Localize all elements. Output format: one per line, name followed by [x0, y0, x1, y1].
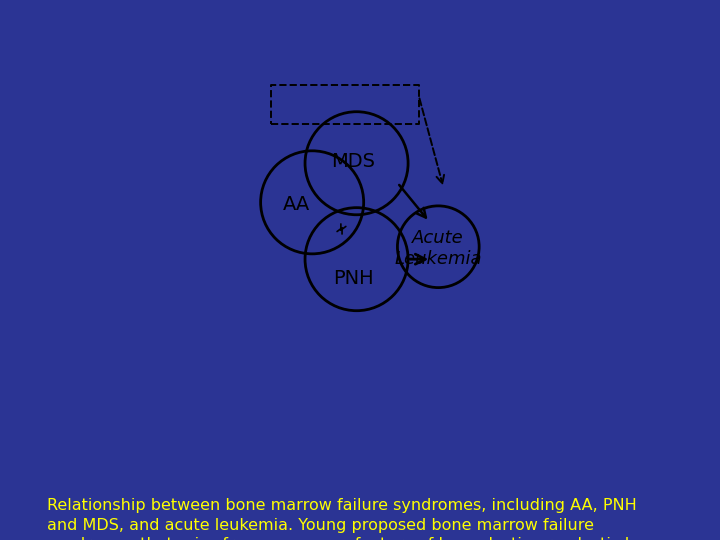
Text: MDS: MDS	[331, 152, 375, 171]
Text: Acute
Leukemia: Acute Leukemia	[395, 229, 482, 268]
Text: PNH: PNH	[333, 269, 374, 288]
Text: AA: AA	[282, 194, 310, 214]
Text: Relationship between bone marrow failure syndromes, including AA, PNH
and MDS, a: Relationship between bone marrow failure…	[47, 498, 665, 540]
